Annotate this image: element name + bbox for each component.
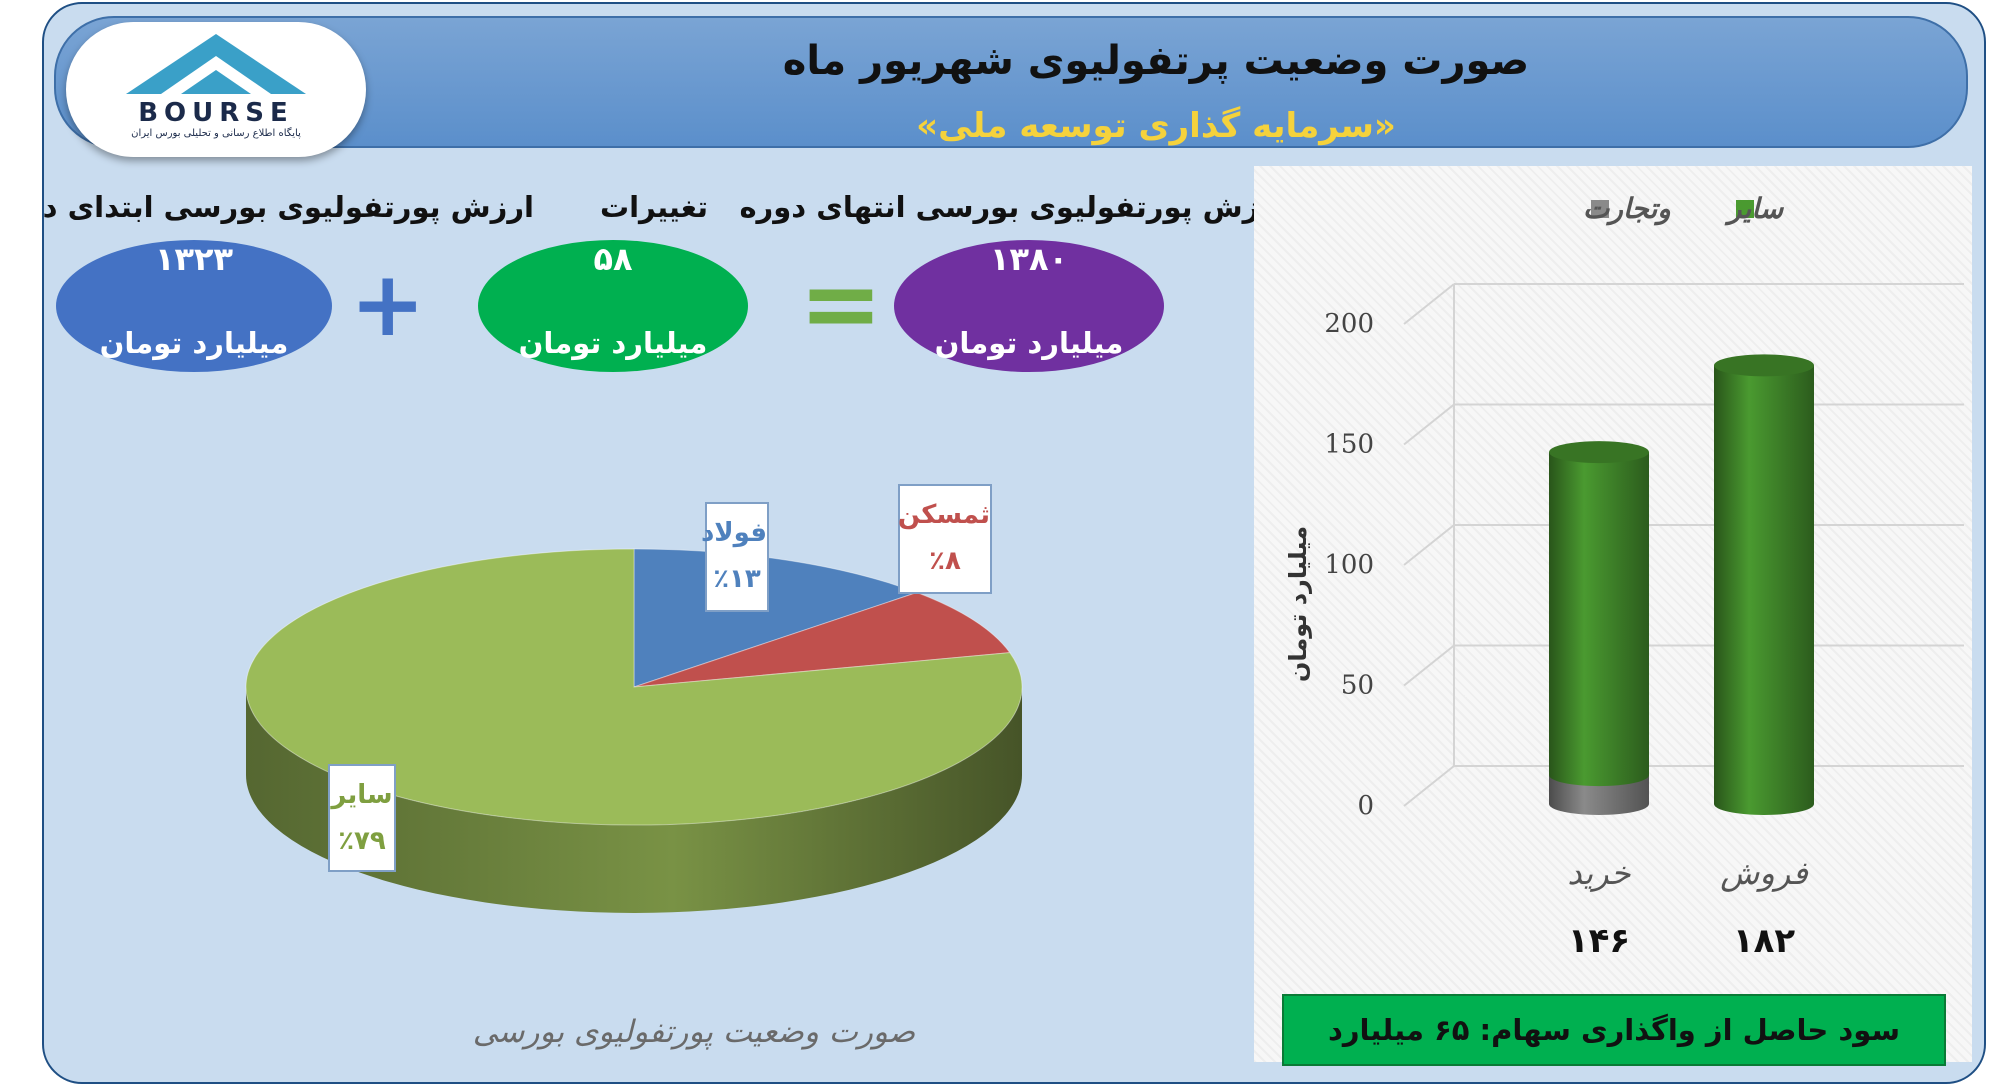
bar-total-label-0: ۱۴۶	[1568, 921, 1630, 961]
start-value: ۱۳۲۳	[154, 240, 234, 278]
change-value: ۵۸	[593, 240, 633, 278]
bar-top-cap-0	[1549, 441, 1649, 464]
end-value-ellipse: ۱۳۸۰ میلیارد تومان	[894, 240, 1164, 372]
legend-label-1: سایر	[1724, 192, 1785, 226]
y-tick-label: 200	[1324, 309, 1374, 339]
legend-swatch-1	[1736, 200, 1754, 218]
pie-slice-thamaskan	[633, 592, 1011, 688]
bourse-logo: BOURSE پایگاه اطلاع رسانی و تحلیلی بورس …	[66, 22, 366, 157]
pie-chart-title: صورت وضعیت پورتفولیوی بورسی	[472, 1014, 916, 1050]
y-grid-diag	[1403, 644, 1455, 687]
header-banner: صورت وضعیت پرتفولیوی شهریور ماه «سرمایه …	[54, 16, 1968, 148]
y-tick-label: 100	[1324, 550, 1374, 580]
pie-label-thamaskan-name: ثمسکن	[897, 500, 990, 530]
infographic-frame: صورت وضعیت پرتفولیوی شهریور ماه «سرمایه …	[42, 2, 1986, 1084]
bar-0-series-1	[1549, 452, 1649, 787]
page-subtitle: «سرمایه گذاری توسعه ملی»	[916, 106, 1396, 146]
portfolio-pie-chart	[245, 548, 1023, 913]
pie-side-wall	[246, 687, 1022, 913]
legend-label-0: وتجارت	[1583, 192, 1671, 226]
equals-sign: =	[799, 245, 883, 362]
profit-summary: سود حاصل از واگذاری سهام: ۶۵ میلیارد توم…	[1282, 994, 1946, 1082]
bar-top-cap-1	[1714, 354, 1814, 377]
pie-label-folad-name: فولاد	[700, 518, 767, 548]
start-value-unit: میلیارد تومان	[99, 326, 289, 360]
y-grid-diag	[1403, 524, 1455, 566]
y-grid-diag	[1403, 403, 1455, 446]
pie-label-other-name: سایر	[331, 780, 393, 810]
logo-subtext: پایگاه اطلاع رسانی و تحلیلی بورس ایران	[131, 128, 301, 139]
y-grid-diag	[1403, 283, 1455, 325]
logo-mountain-icon	[126, 34, 306, 94]
y-grid-diag	[1403, 765, 1455, 807]
end-value: ۱۳۸۰	[989, 240, 1069, 278]
pie-label-thamaskan: ثمسکن ٪۸	[898, 484, 992, 594]
pie-label-folad-value: ٪۱۳	[713, 564, 761, 594]
change-value-ellipse: ۵۸ میلیارد تومان	[478, 240, 748, 372]
change-label: تغییرات	[599, 190, 709, 224]
pie-slice-folad	[633, 548, 919, 688]
y-tick-label: 150	[1324, 430, 1374, 460]
legend-swatch-0	[1591, 200, 1609, 218]
pie-slice-other	[245, 548, 1023, 826]
y-tick-label: 0	[1357, 791, 1374, 821]
pie-label-folad: فولاد ٪۱۳	[700, 502, 769, 612]
bar-1-series-1	[1714, 365, 1814, 815]
x-category-label-0: خرید	[1567, 854, 1630, 892]
trade-bar-chart: 0 50 100 150 200 میلیارد تومان وتجارت سایر خرید ۱…	[1284, 192, 1964, 961]
bar-total-label-1: ۱۸۲	[1733, 921, 1796, 961]
start-value-ellipse: ۱۳۲۳ میلیارد تومان	[56, 240, 332, 372]
y-tick-label: 50	[1341, 671, 1374, 701]
change-value-unit: میلیارد تومان	[518, 326, 708, 360]
logo-text: BOURSE	[138, 98, 294, 128]
pie-label-other-value: ٪۷۹	[338, 826, 386, 856]
y-axis-label: میلیارد تومان	[1284, 526, 1312, 682]
bar-0-series-0	[1549, 775, 1649, 815]
end-value-unit: میلیارد تومان	[934, 326, 1124, 360]
end-value-label: ارزش پورتفولیوی بورسی انتهای دوره	[739, 190, 1286, 224]
pie-label-thamaskan-value: ٪۸	[929, 546, 961, 576]
page-title: صورت وضعیت پرتفولیوی شهریور ماه	[782, 38, 1530, 84]
start-value-label: ارزش پورتفولیوی بورسی ابتدای دوره	[42, 190, 534, 224]
pie-label-other: سایر ٪۷۹	[328, 764, 396, 872]
plus-sign: +	[350, 252, 426, 357]
x-category-label-1: فروش	[1720, 854, 1808, 892]
